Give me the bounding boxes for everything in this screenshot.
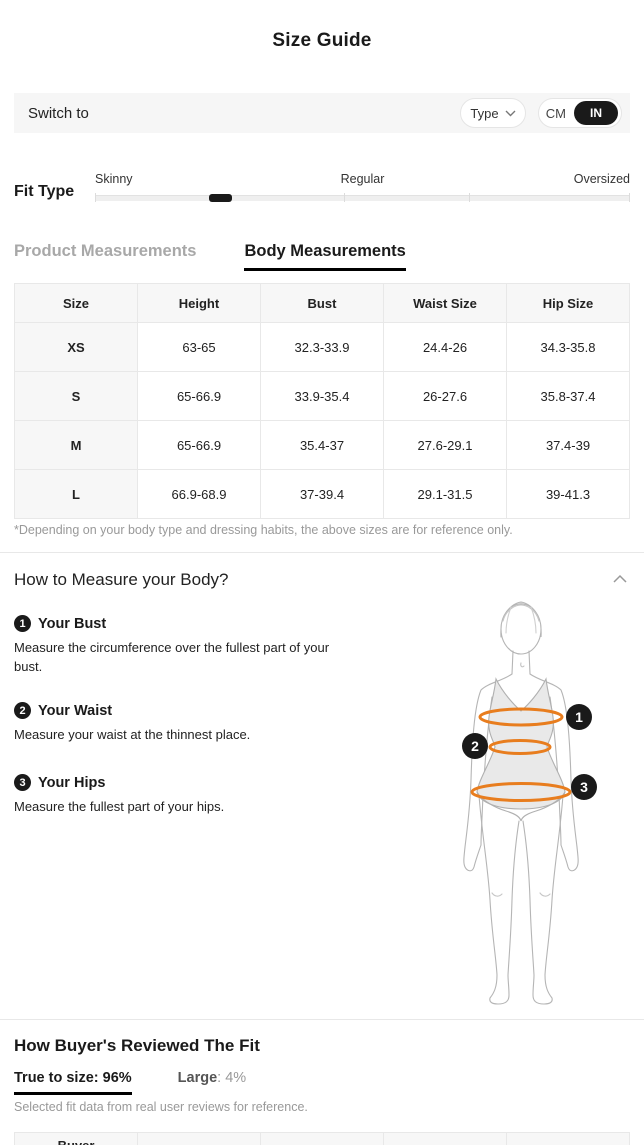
unit-option-in-selected[interactable]: IN	[574, 101, 618, 125]
measure-item-hips: 3 Your Hips Measure the fullest part of …	[14, 774, 354, 817]
tab-body-measurements[interactable]: Body Measurements	[244, 242, 406, 271]
unit-option-cm[interactable]: CM	[545, 105, 566, 121]
how-to-measure-title: How to Measure your Body?	[14, 570, 229, 589]
col-header-height: Height	[137, 283, 261, 323]
value-cell: 65-66.9	[137, 371, 261, 421]
slider-tick	[344, 193, 345, 202]
value-cell: 37.4-39	[506, 420, 630, 470]
col-header-size: Size	[14, 283, 138, 323]
value-cell: 37-39.4	[260, 469, 384, 519]
fit-option-regular: Regular	[340, 172, 385, 186]
col-header	[506, 1132, 630, 1145]
size-cell: M	[14, 420, 138, 470]
value-cell: 24.4-26	[383, 322, 507, 372]
chevron-down-icon	[505, 110, 516, 116]
body-measurement-figure: 1 2 3	[462, 601, 597, 1005]
measurement-tabs: Product Measurements Body Measurements	[14, 242, 406, 271]
measure-item-title: Your Bust	[38, 615, 107, 632]
value-cell: 66.9-68.9	[137, 469, 261, 519]
tab-product-measurements[interactable]: Product Measurements	[14, 242, 197, 260]
fit-review-note: Selected fit data from real user reviews…	[14, 1100, 308, 1114]
figure-badge-1: 1	[575, 709, 583, 725]
fit-option-true-to-size[interactable]: True to size: 96%	[14, 1070, 132, 1095]
fit-review-options: True to size: 96% Large: 4%	[14, 1070, 246, 1095]
slider-tick	[95, 193, 96, 202]
col-header-bust: Bust	[260, 283, 384, 323]
fit-type-options: Skinny Regular Oversized	[95, 172, 630, 186]
measure-item-waist: 2 Your Waist Measure your waist at the t…	[14, 702, 354, 745]
type-dropdown-label: Type	[470, 105, 499, 121]
value-cell: 26-27.6	[383, 371, 507, 421]
number-3-badge: 3	[14, 774, 31, 791]
measure-item-desc: Measure the circumference over the fulle…	[14, 640, 330, 674]
size-cell: S	[14, 371, 138, 421]
measure-item-bust: 1 Your Bust Measure the circumference ov…	[14, 615, 354, 677]
table-header-row: Buyer	[14, 1132, 630, 1145]
table-row: M 65-66.9 35.4-37 27.6-29.1 37.4-39	[14, 420, 630, 470]
col-header-buyer: Buyer	[14, 1132, 138, 1145]
page-title: Size Guide	[272, 30, 372, 51]
size-cell: L	[14, 469, 138, 519]
col-header	[260, 1132, 384, 1145]
size-disclaimer: *Depending on your body type and dressin…	[14, 523, 513, 537]
measure-item-title: Your Waist	[38, 702, 113, 719]
divider	[0, 1019, 644, 1020]
fit-option-skinny: Skinny	[95, 172, 133, 186]
switch-to-bar: Switch to Type CM IN	[14, 93, 630, 133]
col-header	[383, 1132, 507, 1145]
divider	[0, 552, 644, 553]
value-cell: 35.4-37	[260, 420, 384, 470]
value-cell: 35.8-37.4	[506, 371, 630, 421]
fit-type-label: Fit Type	[14, 183, 75, 200]
figure-badge-3: 3	[580, 779, 588, 795]
fit-review-title: How Buyer's Reviewed The Fit	[14, 1036, 260, 1055]
fit-type-slider-track[interactable]	[95, 193, 630, 202]
value-cell: 33.9-35.4	[260, 371, 384, 421]
fit-option-large[interactable]: Large: 4%	[178, 1070, 247, 1086]
fit-option-large-label: Large	[177, 1070, 218, 1086]
figure-badge-2: 2	[471, 738, 479, 754]
measure-item-desc: Measure your waist at the thinnest place…	[14, 727, 251, 742]
measure-item-desc: Measure the fullest part of your hips.	[14, 799, 225, 814]
value-cell: 39-41.3	[506, 469, 630, 519]
figure-badges: 1 2 3	[462, 704, 597, 800]
value-cell: 34.3-35.8	[506, 322, 630, 372]
table-row: L 66.9-68.9 37-39.4 29.1-31.5 39-41.3	[14, 469, 630, 519]
unit-toggle[interactable]: CM IN	[538, 98, 622, 128]
fit-option-large-value: : 4%	[217, 1070, 247, 1086]
collapse-chevron-up-icon[interactable]	[612, 574, 628, 584]
fit-option-oversized: Oversized	[573, 172, 630, 186]
type-dropdown[interactable]: Type	[460, 98, 526, 128]
number-1-badge: 1	[14, 615, 31, 632]
col-header-hip: Hip Size	[506, 283, 630, 323]
size-cell: XS	[14, 322, 138, 372]
col-header-waist: Waist Size	[383, 283, 507, 323]
measure-item-title: Your Hips	[38, 774, 106, 791]
buyer-review-table: Buyer	[14, 1132, 630, 1145]
table-header-row: Size Height Bust Waist Size Hip Size	[14, 283, 630, 323]
value-cell: 27.6-29.1	[383, 420, 507, 470]
value-cell: 65-66.9	[137, 420, 261, 470]
switch-to-label: Switch to	[28, 104, 89, 122]
table-row: S 65-66.9 33.9-35.4 26-27.6 35.8-37.4	[14, 371, 630, 421]
slider-tick	[629, 193, 630, 202]
value-cell: 32.3-33.9	[260, 322, 384, 372]
value-cell: 29.1-31.5	[383, 469, 507, 519]
value-cell: 63-65	[137, 322, 261, 372]
fit-type-slider-handle[interactable]	[209, 194, 232, 202]
body-measurements-table: Size Height Bust Waist Size Hip Size XS …	[14, 283, 630, 519]
table-row: XS 63-65 32.3-33.9 24.4-26 34.3-35.8	[14, 322, 630, 372]
number-2-badge: 2	[14, 702, 31, 719]
col-header	[137, 1132, 261, 1145]
slider-tick	[469, 193, 470, 202]
